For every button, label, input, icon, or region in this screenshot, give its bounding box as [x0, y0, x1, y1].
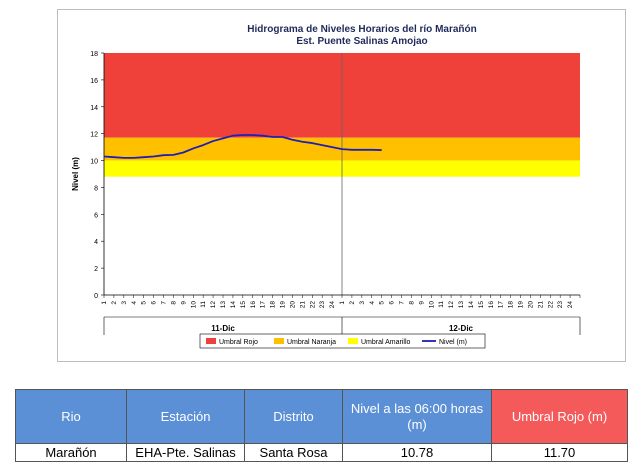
chart-frame: Hidrograma de Niveles Horarios del río M…: [57, 9, 626, 362]
x-tick-label: 24: [329, 301, 336, 309]
legend-box: [199, 333, 486, 349]
cell-estacion: EHA-Pte. Salinas: [126, 443, 245, 462]
x-tick-label: 3: [359, 301, 366, 305]
x-tick-label: 2: [349, 301, 356, 305]
legend-swatch: [206, 338, 216, 344]
x-tick-label: 23: [319, 301, 326, 309]
hydrograph-chart: Hidrograma de Niveles Horarios del río M…: [71, 24, 581, 349]
chart-subtitle: Est. Puente Salinas Amojao: [296, 36, 427, 47]
header-estacion: Estación: [126, 389, 245, 444]
legend-label: Nivel (m): [439, 339, 467, 346]
x-tick-label: 22: [547, 301, 554, 309]
y-tick-label: 4: [94, 239, 98, 246]
chart-title: Hidrograma de Niveles Horarios del río M…: [247, 24, 477, 35]
x-tick-label: 22: [309, 301, 316, 309]
x-tick-label: 20: [527, 301, 534, 309]
y-tick-label: 16: [90, 78, 98, 85]
x-tick-label: 2: [111, 301, 118, 305]
x-tick-label: 17: [498, 301, 505, 309]
table-row: Marañón EHA-Pte. Salinas Santa Rosa 10.7…: [15, 443, 628, 462]
legend-label: Umbral Naranja: [287, 339, 336, 346]
x-tick-label: 1: [339, 301, 346, 305]
y-axis-label: Nivel (m): [71, 157, 80, 191]
x-tick-label: 9: [180, 301, 187, 305]
y-tick-label: 8: [94, 185, 98, 192]
x-tick-label: 9: [418, 301, 425, 305]
y-tick-label: 18: [90, 51, 98, 58]
x-tick-label: 5: [379, 301, 386, 305]
x-tick-label: 13: [458, 301, 465, 309]
x-tick-label: 12: [448, 301, 455, 309]
legend-swatch: [274, 338, 284, 344]
x-tick-label: 6: [151, 301, 158, 305]
cell-nivel: 10.78: [342, 443, 492, 462]
x-tick-label: 6: [389, 301, 396, 305]
legend-label: Umbral Amarillo: [361, 339, 411, 346]
legend-swatch: [348, 338, 358, 344]
x-tick-label: 16: [488, 301, 495, 309]
y-tick-label: 6: [94, 212, 98, 219]
header-nivel: Nivel a las 06:00 horas (m): [342, 389, 492, 444]
x-tick-label: 10: [428, 301, 435, 309]
x-tick-label: 14: [468, 301, 475, 309]
x-tick-label: 13: [220, 301, 227, 309]
x-tick-label: 12: [210, 301, 217, 309]
cell-distrito: Santa Rosa: [244, 443, 343, 462]
x-tick-label: 17: [260, 301, 267, 309]
x-tick-label: 4: [131, 301, 138, 305]
x-tick-label: 19: [518, 301, 525, 309]
x-tick-label: 11: [438, 301, 445, 308]
x-tick-label: 24: [567, 301, 574, 309]
x-tick-label: 21: [537, 301, 544, 309]
y-tick-label: 10: [90, 159, 98, 166]
cell-rio: Marañón: [15, 443, 127, 462]
x-tick-label: 15: [240, 301, 247, 309]
x-tick-label: 5: [141, 301, 148, 305]
x-tick-label: 7: [399, 301, 406, 305]
x-tick-label: 15: [478, 301, 485, 309]
day-label-11-dic: 11-Dic: [211, 324, 235, 333]
x-tick-label: 8: [408, 301, 415, 305]
header-rio: Rio: [15, 389, 127, 444]
cell-umbral-rojo: 11.70: [491, 443, 628, 462]
y-tick-label: 14: [90, 105, 98, 112]
y-tick-label: 0: [94, 293, 98, 300]
x-tick-label: 14: [230, 301, 237, 309]
table-header-row: Rio Estación Distrito Nivel a las 06:00 …: [15, 389, 628, 444]
x-tick-label: 7: [161, 301, 168, 305]
x-tick-label: 1: [101, 301, 108, 305]
header-distrito: Distrito: [244, 389, 343, 444]
x-tick-label: 3: [121, 301, 128, 305]
header-umbral-rojo: Umbral Rojo (m): [491, 389, 628, 444]
station-table: Rio Estación Distrito Nivel a las 06:00 …: [15, 389, 628, 462]
x-tick-label: 11: [200, 301, 207, 308]
x-tick-label: 21: [299, 301, 306, 309]
x-tick-label: 19: [280, 301, 287, 309]
y-tick-label: 2: [94, 266, 98, 273]
y-tick-label: 12: [90, 132, 98, 139]
x-tick-label: 23: [557, 301, 564, 309]
x-tick-label: 8: [170, 301, 177, 305]
x-tick-label: 18: [270, 301, 277, 309]
x-tick-label: 10: [190, 301, 197, 309]
x-tick-label: 18: [508, 301, 515, 309]
series-line-nivel: [103, 134, 382, 159]
x-tick-label: 16: [250, 301, 257, 309]
day-label-12-dic: 12-Dic: [449, 324, 474, 333]
legend-label: Umbral Rojo: [219, 339, 258, 346]
x-tick-label: 4: [369, 301, 376, 305]
x-tick-label: 20: [289, 301, 296, 309]
